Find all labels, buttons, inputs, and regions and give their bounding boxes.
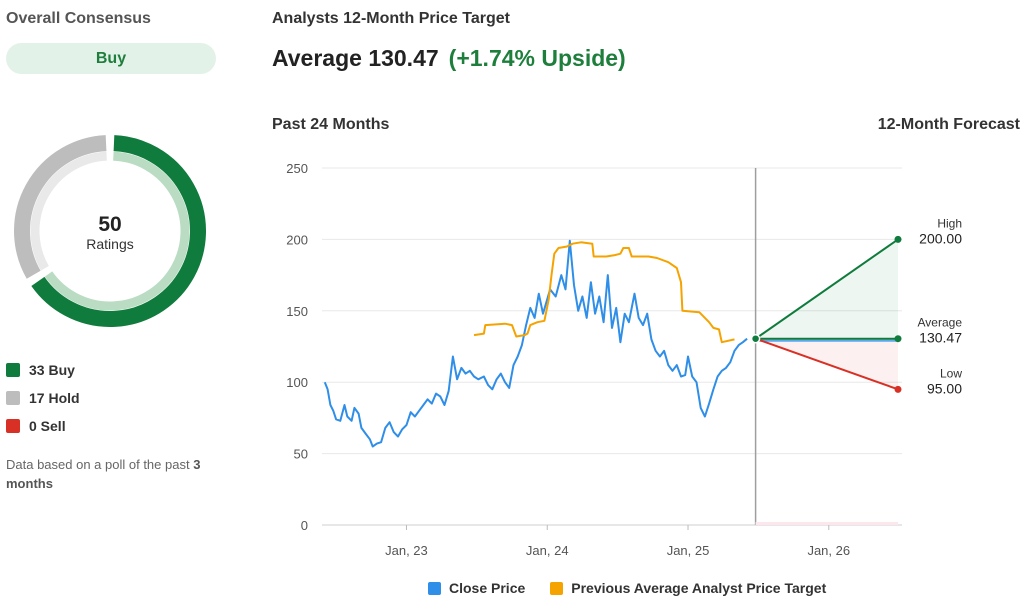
current-price-point[interactable]: [750, 333, 761, 344]
close-price-label: Close Price: [449, 580, 526, 596]
x-tick-label: Jan, 23: [385, 543, 428, 558]
ratings-donut-chart: 50 Ratings: [14, 135, 206, 327]
poll-note-text: Data based on a poll of the past: [6, 457, 190, 472]
forecast-average-label: Average: [918, 316, 963, 330]
forecast-label: 12-Month Forecast: [877, 116, 1020, 133]
poll-note: Data based on a poll of the past 3 month…: [6, 455, 216, 493]
average-price-target: Average 130.47 (+1.74% Upside): [272, 45, 626, 72]
legend-close-price[interactable]: Close Price: [428, 580, 525, 596]
legend-buy-label: 33 Buy: [29, 362, 75, 378]
poll-note-period: 3 months: [6, 457, 201, 491]
previous-target-line: [473, 241, 735, 344]
legend-hold-label: 17 Hold: [29, 390, 80, 406]
legend-hold: 17 Hold: [6, 390, 80, 406]
donut-segment-inner-hold: [30, 151, 107, 271]
average-value: Average 130.47: [272, 45, 439, 71]
y-tick-label: 100: [286, 375, 308, 390]
previous-target-swatch: [550, 581, 564, 595]
previous-target-label: Previous Average Analyst Price Target: [571, 580, 827, 596]
forecast-high-line: [755, 238, 899, 340]
forecast-average-point[interactable]: [894, 335, 902, 343]
legend-sell: 0 Sell: [6, 418, 66, 434]
y-tick-label: 150: [286, 304, 308, 319]
ratings-label: Ratings: [86, 236, 133, 252]
buy-swatch: [6, 363, 20, 377]
upside-label: (+1.74% Upside): [448, 45, 626, 71]
forecast-low-value: 95.00: [927, 380, 962, 396]
donut-segment-outer-buy: [31, 135, 206, 327]
price-target-title: Analysts 12-Month Price Target: [272, 10, 510, 27]
price-target-chart: 250 200 150 100 50 0 Jan, 23 Jan, 24 Jan, 25 Jan,…: [286, 161, 963, 558]
forecast-average-value: 130.47: [919, 330, 962, 346]
close-price-swatch: [428, 581, 441, 595]
ratings-total: 50: [98, 213, 121, 236]
forecast-high-value: 200.00: [919, 230, 962, 246]
sell-swatch: [6, 419, 20, 433]
legend-previous-target[interactable]: Previous Average Analyst Price Target: [550, 580, 826, 596]
hold-swatch: [6, 391, 20, 405]
legend-sell-label: 0 Sell: [29, 418, 66, 434]
forecast-baseline-band: [755, 522, 898, 525]
forecast-low-label: Low: [940, 366, 962, 380]
x-tick-label: Jan, 26: [807, 543, 850, 558]
consensus-rating-badge: Buy: [6, 43, 216, 74]
close-price-line: [323, 239, 748, 448]
donut-segment-outer-hold: [14, 135, 107, 279]
x-tick-label: Jan, 25: [667, 543, 710, 558]
consensus-title: Overall Consensus: [6, 10, 151, 27]
y-tick-label: 200: [286, 232, 308, 247]
forecast-low-line: [755, 337, 899, 391]
y-tick-label: 0: [301, 518, 308, 533]
chart-legend: Close Price Previous Average Analyst Pri…: [428, 580, 851, 596]
forecast-high-point[interactable]: [894, 235, 902, 243]
donut-segment-inner-buy: [44, 151, 190, 311]
y-tick-label: 50: [294, 447, 308, 462]
past-24-months-label: Past 24 Months: [272, 116, 390, 133]
forecast-high-label: High: [937, 216, 962, 230]
x-tick-label: Jan, 24: [526, 543, 569, 558]
y-tick-label: 250: [286, 161, 308, 176]
forecast-low-point[interactable]: [894, 385, 902, 393]
legend-buy: 33 Buy: [6, 362, 75, 378]
